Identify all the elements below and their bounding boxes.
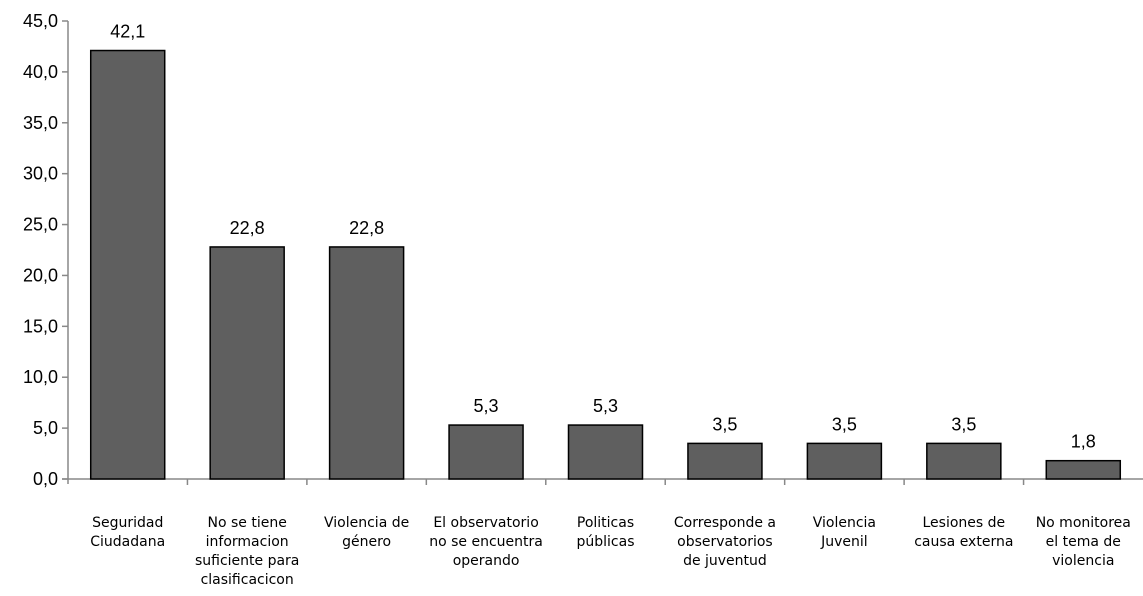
category-label-line: clasificacicon [201,572,294,588]
category-label: No se tiene informacion suficiente para cla… [195,515,299,588]
data-label: 3,5 [951,414,976,434]
y-tick-label: 40,0 [23,62,58,82]
category-label-line: género [342,534,391,550]
category-label-line: No monitorea [1036,515,1131,531]
category-label: No monitorea el tema de violencia [1036,515,1131,569]
bar [89,49,166,480]
category-label: Politicas públicas [577,515,635,550]
category-label-line: suficiente para [195,553,299,569]
category-label: Lesiones de causa externa [914,515,1013,550]
category-label-line: el tema de [1046,534,1121,550]
y-tick-label: 0,0 [33,469,58,489]
category-label-line: causa externa [914,534,1013,550]
category-label-line: Violencia [813,515,876,531]
category-labels: Seguridad Ciudadana No se tiene informacion… [90,515,1131,588]
bar [926,442,1002,480]
y-tick-label: 45,0 [23,11,58,31]
data-label: 1,8 [1071,432,1096,452]
category-label-line: No se tiene [208,515,287,531]
bars [89,49,1122,480]
category-label-line: Politicas [577,515,634,531]
bar [567,424,644,480]
y-tick-label: 10,0 [23,367,58,387]
y-tick-label: 5,0 [33,418,58,438]
category-label-line: de juventud [683,553,767,569]
category-label-line: públicas [577,534,635,550]
data-label: 3,5 [832,414,857,434]
category-label-line: Lesiones de [923,515,1006,531]
y-tick-label: 35,0 [23,113,58,133]
category-label-line: violencia [1052,553,1114,569]
category-label-line: no se encuentra [429,534,543,550]
category-label: Violencia de género [324,515,409,550]
category-label-line: operando [453,553,520,569]
bar [806,442,883,480]
data-labels: 42,1 22,8 22,8 5,3 5,3 3,5 3,5 3,5 1,8 [110,22,1096,452]
bar [448,424,524,480]
data-label: 22,8 [349,218,384,238]
category-label-line: Violencia de [324,515,409,531]
category-label-line: El observatorio [433,515,538,531]
y-tick-label: 20,0 [23,265,58,285]
bar [328,246,405,480]
y-tick-label: 15,0 [23,316,58,336]
category-label-line: informacion [206,534,289,550]
y-tick-label: 25,0 [23,215,58,235]
data-label: 22,8 [230,218,265,238]
category-label-line: Ciudadana [90,534,165,550]
category-label: Corresponde a observatorios de juventud [674,515,776,569]
category-label-line: Juvenil [820,534,868,550]
data-label: 5,3 [474,396,499,416]
category-label: Violencia Juvenil [813,515,876,550]
category-label-line: observatorios [677,534,773,550]
category-label: El observatorio no se encuentra operando [429,515,543,569]
category-label-line: Seguridad [92,515,163,531]
data-label: 3,5 [712,414,737,434]
bar [687,442,763,480]
data-label: 5,3 [593,396,618,416]
y-tick-label: 30,0 [23,164,58,184]
y-axis-ticks: 0,0 5,0 10,0 15,0 20,0 25,0 30,0 35,0 40,0 45,0 [23,11,68,489]
bar [1045,459,1122,480]
bar [209,246,285,480]
data-label: 42,1 [110,22,145,42]
category-label-line: Corresponde a [674,515,776,531]
category-label: Seguridad Ciudadana [90,515,165,550]
